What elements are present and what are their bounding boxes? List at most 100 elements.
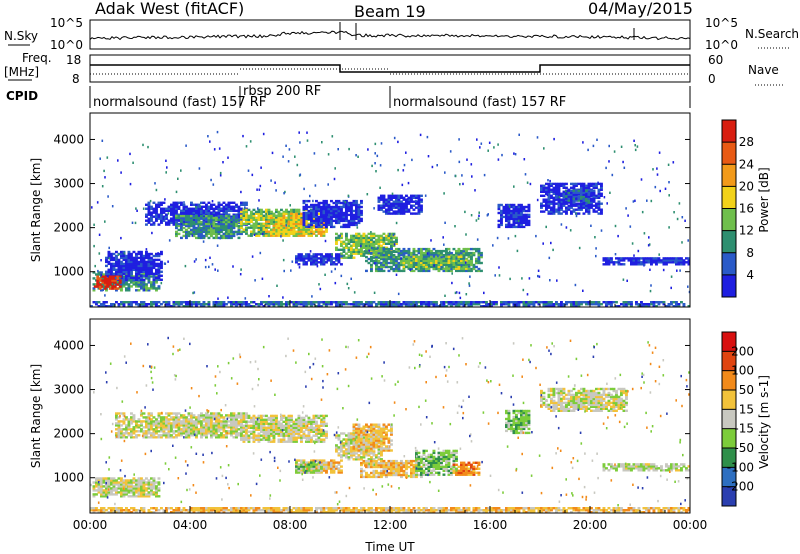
heatmap-cell	[325, 219, 328, 223]
heatmap-cell	[567, 193, 571, 196]
heatmap-cell	[202, 228, 206, 232]
heatmap-cell	[108, 287, 112, 290]
heatmap-cell	[395, 263, 398, 267]
heatmap-cell	[345, 232, 348, 236]
heatmap-cell	[227, 230, 231, 234]
heatmap-cell	[422, 303, 426, 306]
heatmap-cell	[280, 216, 283, 219]
heatmap-cell	[295, 226, 298, 229]
heatmap-cell	[387, 255, 391, 259]
heatmap-cell	[157, 301, 161, 304]
noise-cell	[175, 190, 178, 194]
heatmap-cell	[575, 199, 578, 202]
noise-cell	[508, 205, 511, 208]
heatmap-cell	[355, 221, 358, 225]
heatmap-cell	[455, 263, 458, 267]
noise-cell	[177, 177, 179, 180]
heatmap-cell	[225, 232, 228, 236]
heatmap-cell	[552, 192, 556, 195]
heatmap-cell	[357, 203, 361, 207]
noise-cell	[553, 137, 555, 141]
heatmap-cell	[315, 261, 318, 264]
noise-cell	[311, 295, 313, 298]
heatmap-cell	[310, 232, 313, 235]
heatmap-cell	[587, 208, 591, 211]
heatmap-cell	[170, 305, 173, 307]
heatmap-cell	[108, 275, 112, 278]
heatmap-cell	[547, 198, 551, 201]
heatmap-cell	[337, 248, 341, 251]
heatmap-cell	[135, 252, 138, 256]
heatmap-cell	[332, 205, 336, 209]
heatmap-cell	[305, 225, 308, 229]
heatmap-cell	[382, 269, 386, 273]
heatmap-cell	[145, 493, 148, 496]
heatmap-cell	[160, 252, 163, 256]
heatmap-cell	[257, 214, 261, 217]
heatmap-cell	[182, 234, 186, 238]
heatmap-cell	[675, 301, 678, 304]
heatmap-cell	[375, 267, 378, 271]
heatmap-cell	[190, 218, 193, 222]
heatmap-cell	[212, 213, 216, 216]
heatmap-cell	[352, 217, 356, 221]
noise-cell	[129, 182, 132, 186]
noise-cell	[464, 210, 466, 214]
heatmap-cell	[120, 432, 123, 435]
heatmap-cell	[287, 212, 291, 215]
heatmap-cell	[667, 303, 671, 306]
heatmap-cell	[335, 215, 338, 219]
heatmap-cell	[445, 305, 448, 307]
noise-cell	[355, 154, 357, 157]
heatmap-cell	[255, 222, 258, 225]
heatmap-cell	[640, 263, 643, 266]
heatmap-cell	[150, 223, 153, 226]
heatmap-cell	[355, 305, 358, 307]
noise-cell	[514, 234, 517, 238]
heatmap-cell	[377, 301, 381, 304]
heatmap-cell	[282, 210, 286, 214]
heatmap-cell	[92, 487, 96, 490]
heatmap-cell	[122, 266, 126, 270]
heatmap-cell	[367, 236, 371, 240]
heatmap-cell	[117, 412, 121, 415]
heatmap-cell	[117, 477, 121, 480]
heatmap-cell	[157, 495, 161, 498]
heatmap-cell	[120, 485, 123, 488]
heatmap-cell	[197, 301, 201, 304]
heatmap-cell	[247, 220, 251, 223]
heatmap-cell	[145, 262, 148, 266]
heatmap-cell	[330, 255, 333, 258]
heatmap-cell	[105, 485, 108, 488]
heatmap-cell	[680, 263, 683, 266]
heatmap-cell	[265, 214, 268, 217]
heatmap-cell	[362, 238, 366, 242]
heatmap-cell	[415, 259, 418, 262]
heatmap-cell	[557, 208, 561, 211]
heatmap-cell	[212, 220, 216, 224]
heatmap-cell	[512, 303, 516, 306]
heatmap-cell	[552, 200, 556, 203]
heatmap-cell	[350, 201, 353, 205]
heatmap-cell	[557, 194, 561, 197]
heatmap-cell	[110, 483, 113, 486]
heatmap-cell	[322, 259, 326, 262]
noise-cell	[397, 140, 399, 144]
heatmap-cell	[117, 430, 121, 433]
nsky-tick-top: 10^5	[50, 16, 83, 30]
noise-cell	[426, 135, 429, 139]
heatmap-cell	[340, 303, 343, 306]
noise-cell	[538, 275, 541, 278]
heatmap-cell	[277, 214, 281, 217]
heatmap-cell	[307, 217, 311, 221]
heatmap-cell	[680, 301, 683, 304]
heatmap-cell	[157, 254, 161, 258]
heatmap-cell	[237, 209, 241, 212]
heatmap-cell	[372, 301, 376, 304]
heatmap-cell	[245, 214, 248, 217]
noise-cell	[93, 223, 95, 226]
noise-cell	[393, 243, 396, 246]
heatmap-cell	[617, 261, 621, 264]
heatmap-cell	[145, 207, 148, 210]
heatmap-cell	[560, 202, 563, 205]
